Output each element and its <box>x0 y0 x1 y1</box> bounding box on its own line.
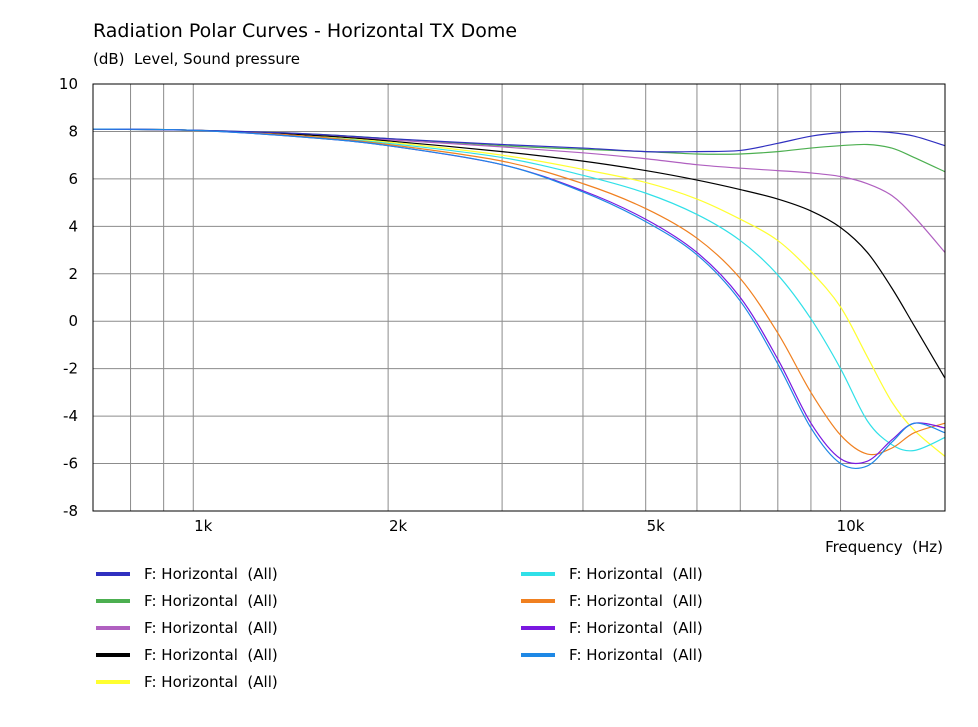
x-tick-label: 1k <box>194 517 213 535</box>
legend-swatch <box>96 626 130 630</box>
legend-swatch <box>521 599 555 603</box>
legend-label: F: Horizontal (All) <box>569 646 703 664</box>
legend-swatch <box>521 653 555 657</box>
y-tick-label: -4 <box>63 407 78 425</box>
series-line-7 <box>92 128 946 456</box>
legend-label: F: Horizontal (All) <box>144 673 278 691</box>
legend-swatch <box>521 626 555 630</box>
chart-title: Radiation Polar Curves - Horizontal TX D… <box>93 20 518 42</box>
y-tick-label: 8 <box>68 122 78 140</box>
legend-swatch <box>96 680 130 684</box>
legend-label: F: Horizontal (All) <box>569 565 703 583</box>
series-line-4 <box>92 128 946 379</box>
x-tick-label: 5k <box>647 517 666 535</box>
plot-area <box>93 84 945 511</box>
legend-label: F: Horizontal (All) <box>144 592 278 610</box>
x-tick-label: 2k <box>389 517 408 535</box>
chart-subtitle: (dB) Level, Sound pressure <box>93 50 300 68</box>
legend-swatch <box>96 599 130 603</box>
series-line-9 <box>92 128 946 470</box>
legend-swatch <box>96 572 130 576</box>
y-tick-label: -2 <box>63 360 78 378</box>
y-tick-label: -6 <box>63 455 78 473</box>
plot-frame <box>92 83 946 512</box>
series-line-1 <box>92 128 946 153</box>
legend-label: F: Horizontal (All) <box>144 646 278 664</box>
x-axis-label: Frequency (Hz) <box>825 538 943 556</box>
legend-swatch <box>96 653 130 657</box>
y-tick-label: 10 <box>59 75 78 93</box>
legend-label: F: Horizontal (All) <box>144 619 278 637</box>
y-tick-label: -8 <box>63 502 78 520</box>
legend-label: F: Horizontal (All) <box>569 592 703 610</box>
legend-label: F: Horizontal (All) <box>144 565 278 583</box>
y-tick-label: 0 <box>68 312 78 330</box>
y-tick-label: 6 <box>68 170 78 188</box>
y-tick-label: 4 <box>68 217 78 235</box>
legend-label: F: Horizontal (All) <box>569 619 703 637</box>
x-tick-label: 10k <box>837 517 865 535</box>
legend-swatch <box>521 572 555 576</box>
y-tick-label: 2 <box>68 265 78 283</box>
